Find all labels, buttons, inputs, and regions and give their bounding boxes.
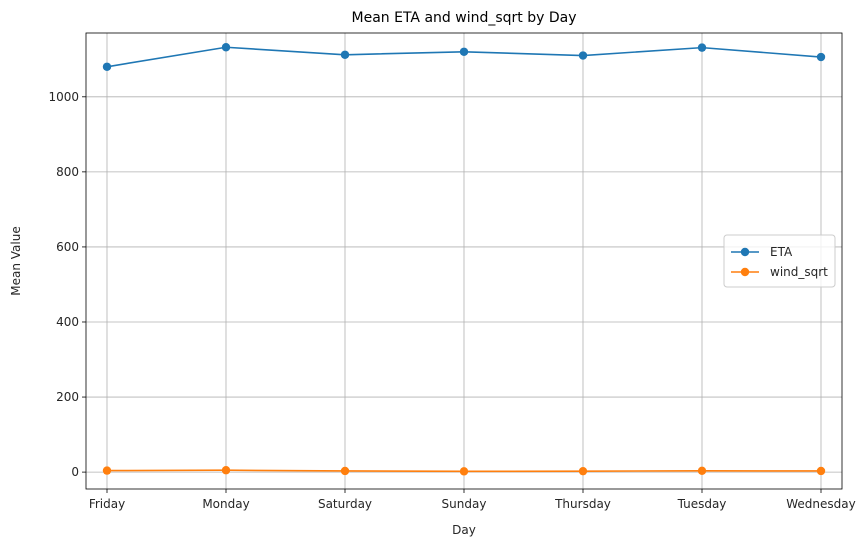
x-tick-label: Thursday bbox=[554, 497, 611, 511]
legend-label: ETA bbox=[770, 245, 793, 259]
x-axis-ticks: Friday Monday Saturday Sunday Thursday Tuesda… bbox=[89, 489, 856, 511]
x-tick-label: Monday bbox=[202, 497, 249, 511]
series-group bbox=[102, 43, 826, 476]
y-tick-label: 600 bbox=[56, 240, 79, 254]
legend-marker bbox=[740, 267, 750, 277]
y-tick-label: 800 bbox=[56, 165, 79, 179]
y-tick-label: 400 bbox=[56, 315, 79, 329]
legend-marker bbox=[740, 247, 750, 257]
x-tick-label: Friday bbox=[89, 497, 125, 511]
x-tick-label: Saturday bbox=[318, 497, 372, 511]
x-tick-label: Sunday bbox=[442, 497, 487, 511]
data-point bbox=[221, 466, 231, 475]
data-point bbox=[459, 467, 469, 476]
series-wind-sqrt bbox=[102, 466, 826, 476]
data-point bbox=[816, 466, 826, 476]
x-axis-label: Day bbox=[452, 523, 476, 537]
x-tick-label: Tuesday bbox=[677, 497, 727, 511]
data-point bbox=[340, 466, 350, 476]
legend-label: wind_sqrt bbox=[770, 265, 828, 279]
y-tick-label: 0 bbox=[71, 465, 79, 479]
series-ETA bbox=[102, 43, 826, 71]
data-point bbox=[102, 466, 112, 475]
data-point bbox=[578, 466, 588, 476]
data-point bbox=[221, 43, 231, 52]
data-point bbox=[697, 466, 707, 475]
y-tick-label: 200 bbox=[56, 390, 79, 404]
y-tick-label: 1000 bbox=[48, 90, 79, 104]
data-point bbox=[459, 47, 469, 56]
data-point bbox=[102, 62, 112, 71]
data-point bbox=[816, 52, 826, 62]
chart-title: Mean ETA and wind_sqrt by Day bbox=[352, 10, 577, 26]
grid-lines bbox=[86, 33, 842, 489]
data-point bbox=[578, 51, 588, 60]
legend: ETA wind_sqrt bbox=[723, 234, 836, 288]
x-tick-label: Wednesday bbox=[786, 497, 855, 511]
data-point bbox=[340, 50, 350, 59]
legend-box bbox=[723, 234, 836, 288]
y-axis-ticks: 0 200 400 600 800 1000 bbox=[48, 90, 86, 479]
y-axis-label: Mean Value bbox=[9, 226, 23, 295]
data-point bbox=[697, 43, 707, 52]
